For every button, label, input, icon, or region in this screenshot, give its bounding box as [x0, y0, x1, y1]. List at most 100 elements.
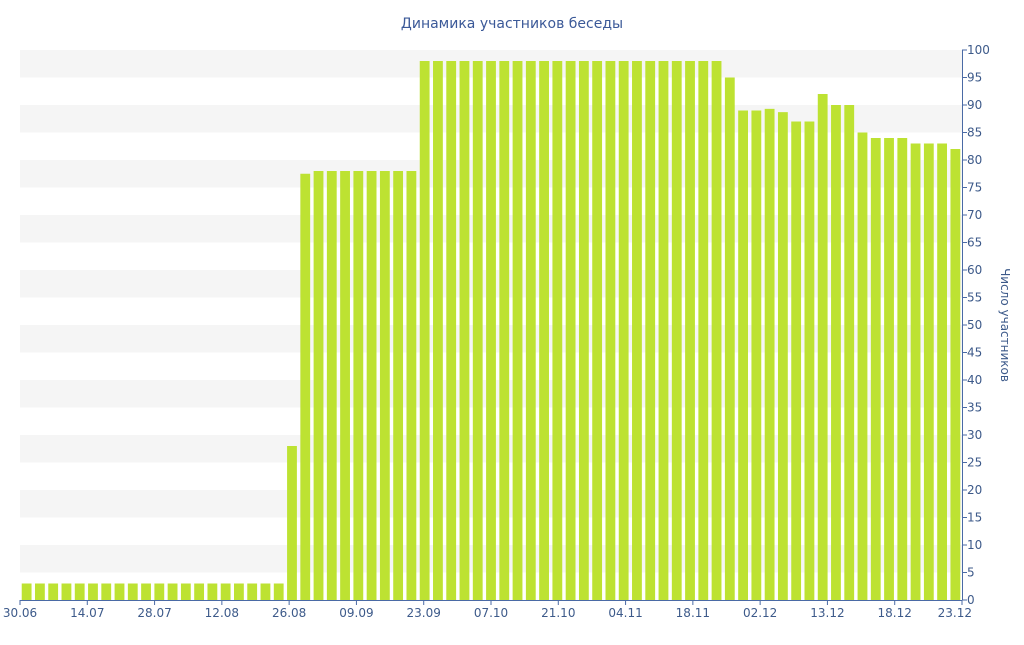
x-tick-label: 04.11	[608, 606, 642, 620]
chart-title: Динамика участников беседы	[401, 16, 623, 32]
bar	[578, 61, 589, 600]
bar	[472, 61, 483, 600]
bar	[180, 583, 191, 600]
bar	[419, 61, 430, 600]
x-tick-label: 07.10	[474, 606, 508, 620]
y-axis-label: Число участников	[998, 268, 1012, 382]
bar	[88, 583, 98, 600]
y-tick-label: 20	[967, 483, 982, 497]
y-tick-label: 25	[967, 456, 982, 470]
bar	[154, 583, 165, 600]
bar	[724, 77, 735, 600]
bar	[923, 143, 934, 600]
bar	[764, 108, 775, 600]
bar	[857, 132, 868, 600]
y-tick-label: 10	[967, 538, 982, 552]
y-tick-label: 15	[967, 511, 982, 525]
bar	[313, 171, 324, 600]
y-tick-label: 85	[967, 126, 982, 140]
bar	[486, 61, 496, 600]
y-tick-label: 65	[967, 236, 982, 250]
bar	[937, 143, 948, 600]
bar	[499, 61, 510, 600]
y-tick-label: 95	[967, 71, 982, 85]
bar	[950, 149, 961, 600]
x-tick-label: 21.10	[541, 606, 575, 620]
x-tick-label: 30.06	[3, 606, 37, 620]
bar	[671, 61, 682, 600]
bar	[698, 61, 709, 600]
y-tick-label: 5	[967, 566, 975, 580]
bar	[101, 583, 112, 600]
bar	[645, 61, 656, 600]
bar	[711, 61, 722, 600]
x-axis-ticks: 30.06 14.07 28.07 12.08 26.08 09.09 23.09 07.10…	[3, 600, 972, 620]
y-tick-label: 30	[967, 428, 982, 442]
y-tick-label: 70	[967, 208, 982, 222]
x-tick-label: 23.09	[407, 606, 441, 620]
bar	[685, 61, 695, 600]
y-axis-ticks: 0 5 10 15 20 25 30 35 40 45 50 55 60 65 70 75 80 85 90 95 10…	[962, 43, 990, 607]
bar	[340, 171, 350, 600]
bar	[194, 583, 205, 600]
bar	[446, 61, 457, 600]
bar	[287, 446, 297, 600]
bar	[618, 61, 629, 600]
x-tick-label: 13.12	[810, 606, 844, 620]
bar	[552, 61, 563, 600]
y-tick-label: 40	[967, 373, 982, 387]
bar	[592, 61, 603, 600]
y-tick-label: 75	[967, 181, 982, 195]
bar	[220, 583, 231, 600]
y-tick-label: 55	[967, 291, 982, 305]
bar	[565, 61, 576, 600]
bar	[34, 583, 45, 600]
bar	[114, 583, 125, 600]
bar	[406, 171, 417, 600]
bar	[393, 171, 404, 600]
y-tick-label: 60	[967, 263, 982, 277]
bar	[870, 138, 881, 600]
bar	[74, 583, 85, 600]
bar	[525, 61, 536, 600]
bar	[433, 61, 443, 600]
bar	[751, 110, 762, 600]
bar	[141, 583, 151, 600]
bar	[777, 112, 788, 601]
bar	[273, 583, 284, 600]
bar	[910, 143, 921, 600]
bar	[459, 61, 470, 600]
y-tick-label: 50	[967, 318, 982, 332]
bar	[247, 583, 258, 600]
y-tick-label: 90	[967, 98, 982, 112]
bar	[738, 110, 748, 600]
bar	[207, 583, 218, 600]
x-tick-label: 18.12	[878, 606, 912, 620]
y-tick-label: 35	[967, 401, 982, 415]
y-tick-label: 100	[967, 43, 990, 57]
bar	[366, 171, 377, 600]
bar	[48, 583, 59, 600]
y-tick-label: 0	[967, 593, 975, 607]
bar	[658, 61, 669, 600]
bar	[326, 171, 337, 600]
bar	[127, 583, 138, 600]
x-tick-label: 28.07	[137, 606, 171, 620]
bar	[897, 138, 908, 600]
bar	[21, 583, 32, 600]
bar	[831, 105, 841, 600]
bar	[61, 583, 72, 600]
x-tick-label: 26.08	[272, 606, 306, 620]
x-tick-label: 12.08	[205, 606, 239, 620]
bar	[512, 61, 523, 600]
bar	[844, 105, 855, 600]
y-tick-label: 45	[967, 346, 982, 360]
y-tick-label: 80	[967, 153, 982, 167]
bar-series	[21, 61, 961, 601]
bar	[632, 61, 642, 600]
bar	[379, 171, 390, 600]
bar	[817, 94, 828, 600]
bar	[539, 61, 549, 600]
bar	[300, 173, 311, 600]
